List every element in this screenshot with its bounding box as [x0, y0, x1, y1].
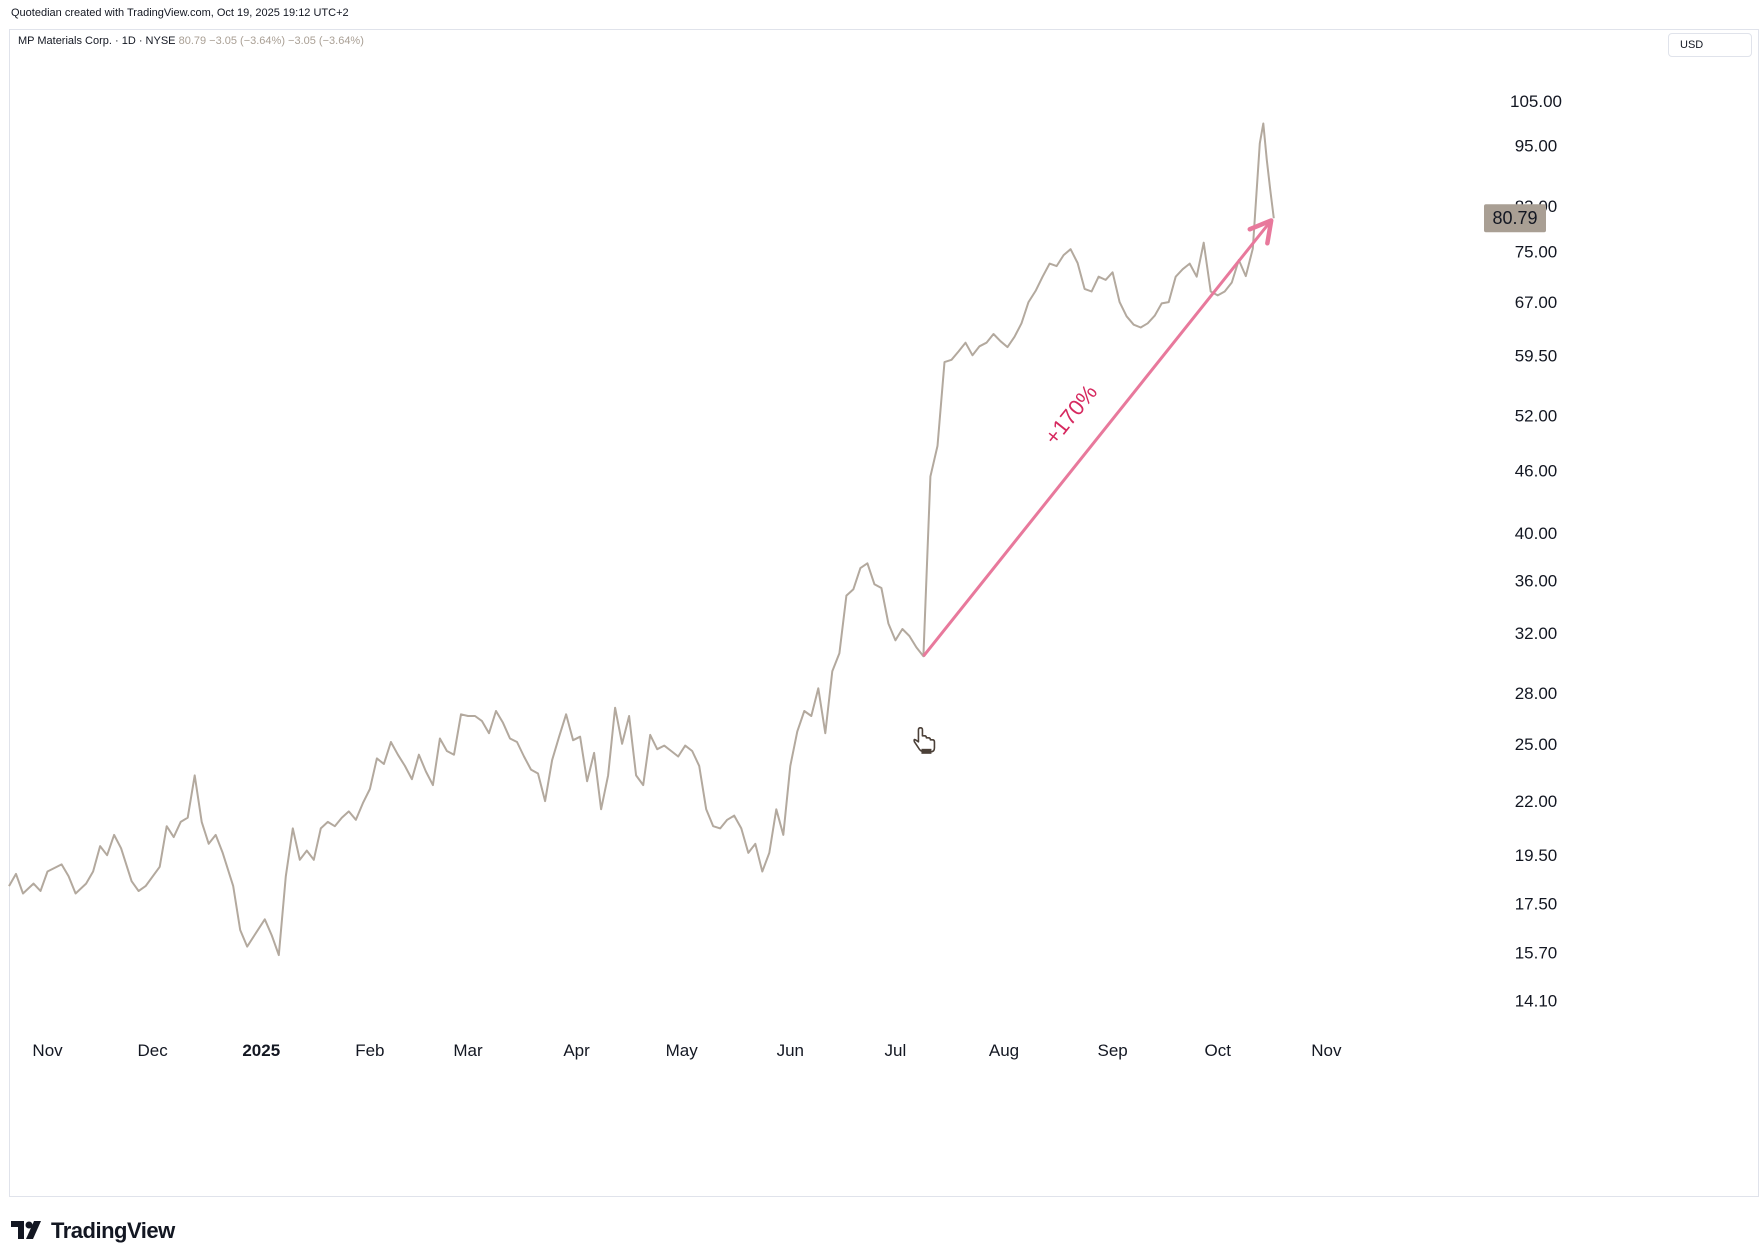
x-tick-label: Feb — [355, 1041, 384, 1060]
x-tick-label: Mar — [453, 1041, 483, 1060]
y-tick-label: 67.00 — [1515, 293, 1558, 312]
attribution-text: Quotedian created with TradingView.com, … — [11, 7, 349, 19]
x-tick-label: Sep — [1098, 1041, 1128, 1060]
y-tick-label: 28.00 — [1515, 684, 1558, 703]
y-tick-label: 15.70 — [1515, 943, 1558, 962]
chart-legend[interactable]: MP Materials Corp. · 1D · NYSE 80.79 −3.… — [18, 35, 364, 47]
change-arrow[interactable] — [922, 218, 1274, 658]
chart-frame[interactable] — [9, 29, 1759, 1197]
x-tick-label: Jul — [885, 1041, 907, 1060]
last-price-label: 80.79 — [1492, 208, 1537, 228]
y-tick-label: 19.50 — [1515, 846, 1558, 865]
brand-logo[interactable]: TradingView — [11, 1218, 175, 1244]
price-axis[interactable]: 105.0095.0083.0075.0067.0059.5052.0046.0… — [1510, 92, 1562, 1011]
time-axis[interactable]: Nov Dec 2025 Feb Mar Apr May Jun Jul Aug Sep Oct Nov — [32, 1041, 1342, 1060]
y-tick-label: 14.10 — [1515, 991, 1558, 1010]
y-tick-label: 59.50 — [1515, 346, 1558, 365]
x-tick-label: 2025 — [242, 1041, 280, 1060]
currency-button[interactable]: USD — [1668, 33, 1752, 57]
change-arrow-label: +170% — [1039, 380, 1102, 450]
pointing-hand-cursor-icon — [913, 727, 936, 754]
x-tick-label: Nov — [32, 1041, 63, 1060]
symbol-info[interactable]: MP Materials Corp. · 1D · NYSE — [18, 35, 176, 47]
brand-name: TradingView — [51, 1218, 175, 1243]
x-tick-label: Oct — [1205, 1041, 1232, 1060]
y-tick-label: 75.00 — [1515, 243, 1558, 262]
x-tick-label: May — [666, 1041, 699, 1060]
price-series-line — [8, 122, 1275, 957]
x-tick-label: Aug — [989, 1041, 1019, 1060]
last-price-badge: 80.79 — [1484, 204, 1546, 233]
y-tick-label: 95.00 — [1515, 137, 1558, 156]
y-tick-label: 36.00 — [1515, 571, 1558, 590]
y-tick-label: 32.00 — [1515, 624, 1558, 643]
x-tick-label: Dec — [138, 1041, 169, 1060]
y-tick-label: 52.00 — [1515, 407, 1558, 426]
y-tick-label: 25.00 — [1515, 735, 1558, 754]
price-values: 80.79 −3.05 (−3.64%) −3.05 (−3.64%) — [178, 35, 364, 47]
tradingview-logo-icon — [11, 1221, 41, 1239]
y-tick-label: 46.00 — [1515, 462, 1558, 481]
y-tick-label: 22.00 — [1515, 792, 1558, 811]
y-tick-label: 17.50 — [1515, 895, 1558, 914]
y-tick-label: 105.00 — [1510, 92, 1562, 111]
y-tick-label: 40.00 — [1515, 524, 1558, 543]
x-tick-label: Jun — [777, 1041, 804, 1060]
x-tick-label: Nov — [1311, 1041, 1342, 1060]
x-tick-label: Apr — [563, 1041, 590, 1060]
